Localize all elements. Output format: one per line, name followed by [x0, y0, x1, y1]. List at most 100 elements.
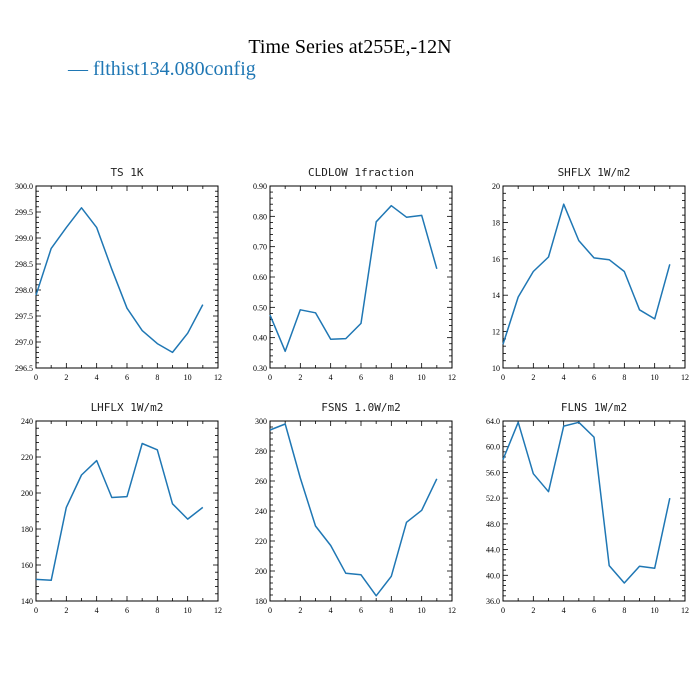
x-tick-label: 8	[622, 373, 626, 382]
y-tick-label: 0.40	[253, 334, 267, 343]
x-tick-label: 2	[531, 373, 535, 382]
plot-frame	[269, 185, 453, 369]
x-tick-label: 12	[448, 606, 456, 615]
chart-panel-3: SHFLX 1W/m2 0 2 4 6 8 10 12 10 12 14 16 18 20	[492, 166, 689, 382]
series-line	[269, 423, 438, 597]
x-tick-label: 12	[214, 373, 222, 382]
y-tick-label: 44.0	[486, 546, 500, 555]
y-tick-label: 298.0	[15, 286, 33, 295]
x-tick-label: 10	[184, 606, 192, 615]
y-tick-label: 220	[255, 537, 267, 546]
y-tick-label: 64.0	[486, 417, 500, 426]
x-tick-label: 8	[155, 606, 159, 615]
x-tick-label: 10	[184, 373, 192, 382]
x-tick-label: 4	[95, 373, 99, 382]
x-tick-label: 2	[64, 373, 68, 382]
chart-panel-5: FSNS 1.0W/m2 0 2 4 6 8 10 12 180 200 220 240 260 280 3…	[255, 401, 456, 615]
y-tick-label: 40.0	[486, 571, 500, 580]
x-tick-label: 8	[389, 606, 393, 615]
plot-frame	[269, 420, 453, 602]
y-tick-label: 20	[492, 182, 500, 191]
x-tick-label: 6	[125, 606, 129, 615]
y-tick-label: 299.5	[15, 208, 33, 217]
panel-title: CLDLOW 1fraction	[308, 166, 414, 179]
y-tick-label: 180	[255, 597, 267, 606]
series-line	[269, 204, 438, 353]
x-tick-label: 4	[562, 606, 566, 615]
y-tick-label: 160	[21, 561, 33, 570]
x-tick-label: 8	[155, 373, 159, 382]
y-tick-label: 300.0	[15, 182, 33, 191]
chart-panel-1: TS 1K 0 2 4 6 8 10 12 296.5 297.0 297.5 298.0 298.5 2…	[15, 166, 222, 382]
x-tick-label: 10	[418, 606, 426, 615]
y-tick-label: 220	[21, 453, 33, 462]
chart-panel-4: LHFLX 1W/m2 0 2 4 6 8 10 12 140 160 180 200 220 240	[21, 401, 222, 615]
x-tick-label: 12	[448, 373, 456, 382]
y-tick-label: 56.0	[486, 468, 500, 477]
y-tick-label: 0.30	[253, 364, 267, 373]
chart-panel-6: FLNS 1W/m2 0 2 4 6 8 10 12 36.0 40.0 44.0 48.0 52.0 5…	[486, 401, 689, 615]
x-tick-label: 8	[389, 373, 393, 382]
plot-frame	[35, 420, 219, 602]
y-tick-label: 297.5	[15, 312, 33, 321]
y-tick-label: 0.80	[253, 212, 267, 221]
y-tick-label: 0.90	[253, 182, 267, 191]
y-tick-label: 0.50	[253, 303, 267, 312]
y-tick-label: 180	[21, 525, 33, 534]
x-tick-label: 6	[592, 606, 596, 615]
y-tick-label: 299.0	[15, 234, 33, 243]
y-tick-label: 298.5	[15, 260, 33, 269]
x-tick-label: 2	[531, 606, 535, 615]
x-tick-label: 10	[651, 606, 659, 615]
x-tick-label: 10	[651, 373, 659, 382]
panel-title: FSNS 1.0W/m2	[321, 401, 400, 414]
y-tick-label: 200	[255, 567, 267, 576]
y-tick-label: 0.70	[253, 243, 267, 252]
x-tick-label: 6	[592, 373, 596, 382]
series-line	[502, 421, 671, 584]
x-tick-label: 10	[418, 373, 426, 382]
x-tick-label: 4	[95, 606, 99, 615]
y-tick-label: 48.0	[486, 520, 500, 529]
panel-title: LHFLX 1W/m2	[91, 401, 164, 414]
y-tick-label: 297.0	[15, 338, 33, 347]
plot-frame	[35, 185, 219, 369]
series-line	[35, 207, 204, 354]
y-tick-label: 14	[492, 291, 500, 300]
x-tick-label: 0	[501, 606, 505, 615]
panel-title: FLNS 1W/m2	[561, 401, 627, 414]
series-line	[35, 442, 204, 582]
y-tick-label: 60.0	[486, 443, 500, 452]
legend-entry: — flthist134.080config	[68, 58, 256, 80]
x-tick-label: 12	[681, 373, 689, 382]
page-title: Time Series at255E,-12N	[248, 36, 452, 58]
y-tick-label: 296.5	[15, 364, 33, 373]
y-tick-label: 0.60	[253, 273, 267, 282]
x-tick-label: 2	[298, 606, 302, 615]
x-tick-label: 12	[214, 606, 222, 615]
y-tick-label: 300	[255, 417, 267, 426]
y-tick-label: 200	[21, 489, 33, 498]
y-tick-label: 18	[492, 218, 500, 227]
x-tick-label: 4	[329, 606, 333, 615]
x-tick-label: 6	[359, 373, 363, 382]
x-tick-label: 8	[622, 606, 626, 615]
x-tick-label: 0	[34, 373, 38, 382]
plot-frame	[502, 420, 686, 602]
x-tick-label: 0	[501, 373, 505, 382]
y-tick-label: 280	[255, 447, 267, 456]
y-tick-label: 16	[492, 255, 500, 264]
y-tick-label: 240	[255, 507, 267, 516]
panel-title: TS 1K	[110, 166, 143, 179]
x-tick-label: 2	[298, 373, 302, 382]
y-tick-label: 36.0	[486, 597, 500, 606]
x-tick-label: 0	[34, 606, 38, 615]
y-tick-label: 260	[255, 477, 267, 486]
y-tick-label: 10	[492, 364, 500, 373]
panel-title: SHFLX 1W/m2	[558, 166, 631, 179]
y-tick-label: 240	[21, 417, 33, 426]
x-tick-label: 6	[359, 606, 363, 615]
x-tick-label: 4	[329, 373, 333, 382]
x-tick-label: 0	[268, 606, 272, 615]
